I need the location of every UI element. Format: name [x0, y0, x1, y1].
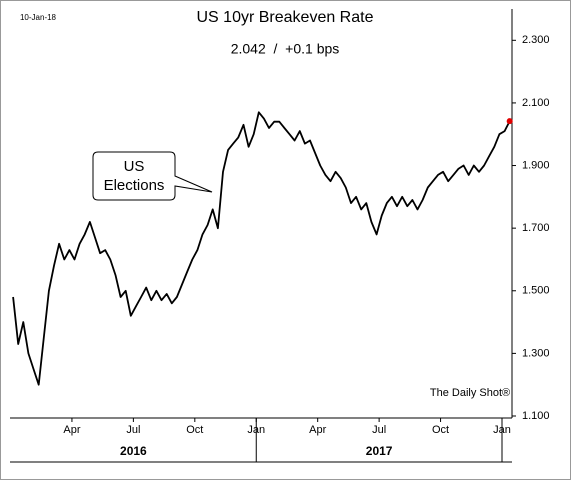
x-tick-label: Apr [309, 424, 326, 436]
x-tick-label: Jul [372, 424, 386, 436]
y-tick-label: 1.100 [522, 410, 550, 422]
x-tick-label: Jul [126, 424, 140, 436]
chart-title: US 10yr Breakeven Rate [197, 9, 374, 26]
source: The Daily Shot® [430, 387, 510, 399]
year-label: 2016 [120, 444, 147, 458]
annotation: US [124, 158, 145, 175]
y-tick-label: 1.500 [522, 285, 550, 297]
x-tick-label: Oct [186, 424, 203, 436]
x-tick-label: Oct [432, 424, 449, 436]
chart-subtitle: 2.042 / +0.1 bps [231, 41, 340, 57]
annotation: Elections [104, 177, 165, 194]
line [12, 111, 511, 386]
y-tick-label: 1.700 [522, 222, 550, 234]
y-tick-label: 2.100 [522, 97, 550, 109]
year-label: 2017 [366, 444, 393, 458]
y-tick-label: 1.300 [522, 347, 550, 359]
date-stamp: 10-Jan-18 [20, 13, 57, 22]
y-tick-label: 1.900 [522, 159, 550, 171]
end-marker [506, 118, 513, 125]
x-tick-label: Apr [63, 424, 80, 436]
callout [92, 151, 213, 201]
y-tick-label: 2.300 [522, 34, 550, 46]
